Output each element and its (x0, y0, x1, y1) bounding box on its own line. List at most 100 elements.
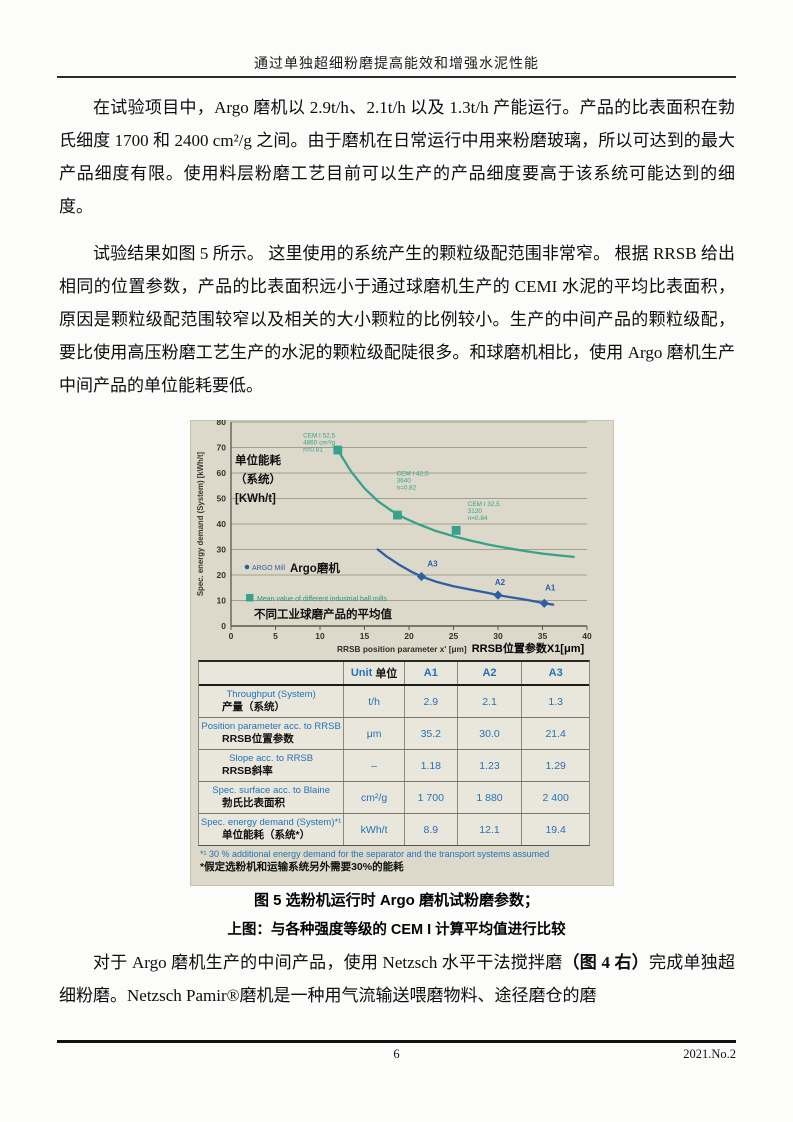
row-value-cell: 30.0 (458, 718, 523, 749)
row-value-cell: 1.29 (545, 759, 566, 772)
paragraph-1: 在试验项目中，Argo 磨机以 2.9t/h、2.1t/h 以及 1.3t/h … (59, 98, 735, 216)
table-header-col: A1 (405, 662, 458, 684)
point-annotation: 3120 (468, 508, 483, 515)
point-label: A1 (545, 583, 556, 592)
table-header-unit: Unit 单位 (344, 662, 405, 684)
data-point-diamond (416, 571, 427, 582)
point-annotation: CEM I 32,5 (468, 501, 500, 508)
y-tick-label: 40 (217, 519, 227, 529)
y-tick-label: 60 (217, 468, 227, 478)
row-label-zh: 单位能耗（系统*） (222, 829, 311, 841)
row-value-cell: 1.18 (405, 750, 458, 781)
figure-caption-line2: 上图：与各种强度等级的 CEM I 计算平均值进行比较 (227, 922, 566, 938)
x-tick-label: 25 (449, 631, 459, 641)
x-tick-label: 40 (582, 631, 592, 641)
row-value-cell: 1 700 (405, 782, 458, 813)
paragraph-3-text: 对于 Argo 磨机生产的中间产品，使用 Netzsch 水平干法搅拌磨 (93, 953, 563, 972)
x-tick-label: 0 (229, 631, 234, 641)
table-header-row: Unit 单位 A1 A2 A3 (199, 662, 589, 686)
table-row: Spec. energy demand (System)*¹ 单位能耗（系统*） k… (199, 814, 589, 845)
table-header-empty (199, 662, 345, 684)
point-annotation: n=0.81 (303, 446, 323, 453)
table-row: Throughput (System) 产量（系统） t/h 2.9 2.1 1.3 (199, 686, 589, 718)
x-tick-label: 15 (360, 631, 370, 641)
point-label: A2 (495, 578, 506, 587)
legend-label-argo-zh: Argo磨机 (290, 561, 340, 575)
unit-label-en: Unit (350, 667, 373, 679)
row-value-cell: 35.2 (405, 718, 458, 749)
row-label-en: Spec. energy demand (System)*¹ (200, 817, 342, 828)
point-annotation: 4860 cm²/g (303, 439, 335, 446)
y-axis-title-zh: [KWh/t] (235, 493, 276, 505)
point-annotation: n=0.82 (397, 485, 417, 492)
row-value-cell: 1.3 (548, 695, 563, 708)
table-footnote: *¹ 30 % additional energy demand for the… (200, 849, 604, 874)
row-label-zh: 勃氏比表面积 (222, 797, 285, 809)
table-header-col: A2 (458, 662, 523, 684)
point-label: A3 (427, 560, 438, 569)
row-value-cell: 2.9 (405, 686, 458, 717)
paragraph-3-text: 完成单独超细粉磨。Netzsch Pamir®磨机是一种用气流输送喂磨物料、途径… (59, 953, 735, 1005)
row-value-cell: 2 400 (542, 791, 569, 804)
data-point-square (393, 510, 402, 520)
row-label-en: Position parameter acc. to RRSB (201, 721, 341, 732)
table-footnote-zh: *假定选粉机和运输系统另外需要30%的能耗 (200, 861, 404, 873)
row-value-cell: 21.4 (545, 727, 566, 740)
legend-label-ballmills: Mean value of different industrial ball … (257, 596, 387, 603)
x-axis-title: RRSB position parameter x' [μm] RRSB位置参数X… (337, 641, 584, 655)
y-tick-label: 0 (221, 621, 226, 631)
parameter-table: Unit 单位 A1 A2 A3 Throughput (System) 产量（系统） t/… (198, 660, 590, 846)
data-point-square (451, 525, 461, 535)
legend-label-argo: ARGO Mill (252, 565, 286, 572)
table-footnote-en: *¹ 30 % additional energy demand for the… (200, 849, 550, 859)
y-tick-label: 50 (217, 494, 227, 504)
table-row: Position parameter acc. to RRSB RRSB位置参数 μ… (199, 718, 589, 750)
row-label-cell: Position parameter acc. to RRSB RRSB位置参数 (199, 718, 345, 749)
table-header-col: A3 (548, 667, 563, 679)
paragraph-3: 对于 Argo 磨机生产的中间产品，使用 Netzsch 水平干法搅拌磨（图 4… (59, 946, 735, 1012)
trend-line (376, 548, 555, 606)
row-value-cell: 1.23 (458, 750, 523, 781)
footer-page-number: 6 (393, 1047, 400, 1061)
unit-label-zh: 单位 (375, 668, 398, 680)
trend-line (336, 448, 575, 559)
paragraph-2: 试验结果如图 5 所示。 这里使用的系统产生的颗粒级配范围非常窄。 根据 RRS… (59, 244, 735, 395)
table-row: Slope acc. to RRSB RRSB斜率 –1.18 1.23 1.29 (199, 750, 589, 782)
legend-marker-argo (244, 564, 250, 570)
header-rule (57, 76, 736, 78)
row-value-cell: 8.9 (405, 814, 458, 845)
legend-marker-ballmills (246, 594, 254, 602)
y-tick-label: 70 (217, 443, 227, 453)
figure-5-image: 0 10 20 30 40 50 60 70 80 0 5 10 15 20 25 30 35 40 Spec. e… (190, 420, 614, 886)
row-label-cell: Spec. surface acc. to Blaine 勃氏比表面积 (199, 782, 345, 813)
point-annotation: CEM I 42,5 (397, 471, 429, 478)
y-tick-label: 30 (217, 545, 227, 555)
page-title: 通过单独超细粉磨提高能效和增强水泥性能 (254, 57, 539, 72)
row-label-en: Slope acc. to RRSB (229, 753, 314, 764)
row-unit-cell: t/h (344, 686, 405, 717)
table-row: Spec. surface acc. to Blaine 勃氏比表面积 cm²/g 1… (199, 782, 589, 814)
y-tick-label: 20 (217, 570, 227, 580)
data-point-square (333, 445, 343, 455)
row-label-cell: Slope acc. to RRSB RRSB斜率 (199, 750, 345, 781)
legend-label-ballmills-zh: 不同工业球磨产品的平均值 (254, 607, 392, 621)
row-value-cell: 12.1 (458, 814, 523, 845)
row-unit-cell: – (344, 750, 405, 781)
row-unit-cell: cm²/g (344, 782, 405, 813)
row-label-zh: 产量（系统） (222, 701, 285, 713)
row-label-en: Throughput (System) (226, 689, 316, 700)
row-label-en: Spec. surface acc. to Blaine (212, 785, 330, 796)
x-tick-label: 30 (493, 631, 503, 641)
x-tick-label: 35 (538, 631, 548, 641)
footer-issue: 2021.No.2 (683, 1047, 736, 1061)
x-tick-label: 5 (273, 631, 278, 641)
y-axis-title-zh: （系统） (235, 472, 281, 486)
row-label-zh: RRSB位置参数 (222, 733, 294, 745)
y-axis-title-zh: 单位能耗 (235, 453, 281, 467)
paragraph-3-bold: （图 4 右） (562, 953, 650, 972)
data-point-diamond (493, 590, 503, 600)
row-label-cell: Throughput (System) 产量（系统） (199, 686, 345, 717)
row-value-cell: 19.4 (545, 823, 566, 836)
y-tick-label: 80 (217, 420, 227, 427)
row-value-cell: 1 880 (458, 782, 523, 813)
